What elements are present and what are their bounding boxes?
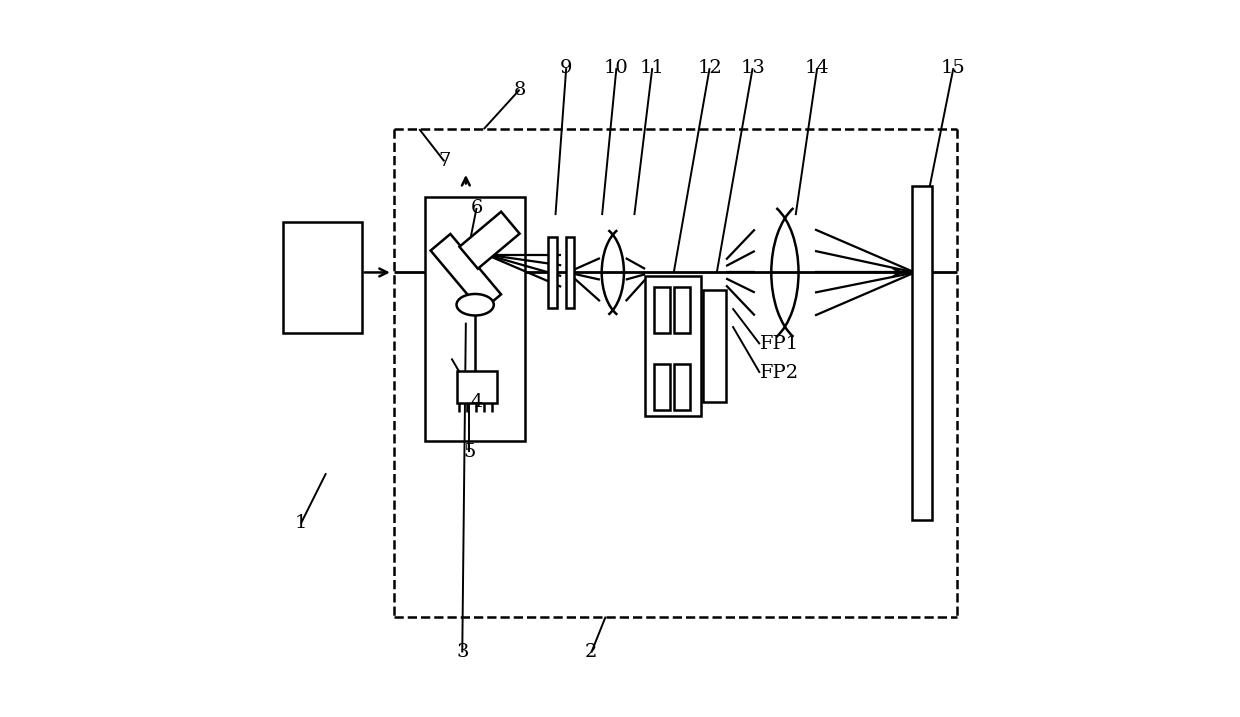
Bar bbox=[283, 222, 362, 333]
Text: 8: 8 bbox=[513, 80, 526, 99]
Text: 6: 6 bbox=[470, 199, 482, 217]
Bar bbox=[655, 287, 670, 333]
Text: 10: 10 bbox=[604, 59, 629, 77]
Bar bbox=[456, 371, 497, 403]
Bar bbox=[425, 197, 526, 441]
Text: 2: 2 bbox=[585, 643, 598, 662]
Text: 1: 1 bbox=[295, 514, 308, 533]
Text: 13: 13 bbox=[740, 59, 765, 77]
Bar bbox=[703, 290, 727, 402]
Bar bbox=[673, 364, 689, 410]
Text: 9: 9 bbox=[560, 59, 573, 77]
Text: 4: 4 bbox=[470, 392, 482, 411]
Text: 15: 15 bbox=[941, 59, 966, 77]
Text: FP2: FP2 bbox=[760, 364, 799, 382]
Text: 7: 7 bbox=[438, 152, 450, 171]
Bar bbox=[911, 186, 932, 520]
Bar bbox=[565, 237, 574, 308]
Bar bbox=[673, 287, 689, 333]
Bar bbox=[548, 237, 557, 308]
Bar bbox=[655, 364, 670, 410]
Text: FP1: FP1 bbox=[760, 335, 799, 353]
Text: 14: 14 bbox=[805, 59, 830, 77]
Text: 12: 12 bbox=[697, 59, 722, 77]
Ellipse shape bbox=[456, 294, 494, 315]
Text: 11: 11 bbox=[640, 59, 665, 77]
Polygon shape bbox=[430, 234, 501, 311]
Polygon shape bbox=[459, 212, 520, 269]
Bar bbox=[645, 276, 701, 416]
Text: 3: 3 bbox=[456, 643, 469, 662]
Text: 5: 5 bbox=[464, 442, 476, 461]
